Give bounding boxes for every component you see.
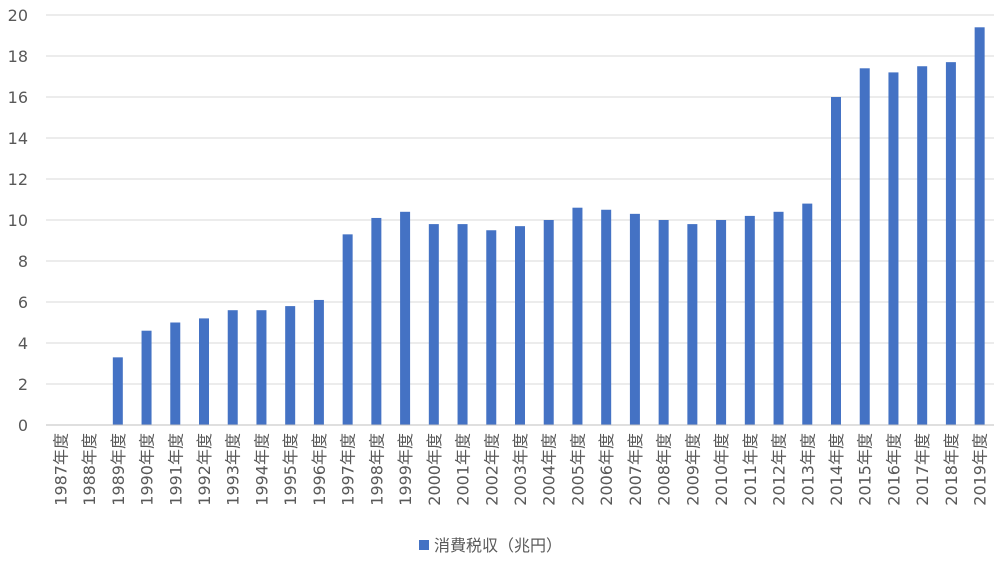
x-tick-label: 2012年度 <box>770 433 789 506</box>
bars <box>112 27 985 426</box>
bar <box>601 209 612 425</box>
x-tick-label: 2010年度 <box>712 433 731 506</box>
x-tick-label: 2005年度 <box>568 433 587 506</box>
bar <box>285 306 296 425</box>
x-tick-label: 2007年度 <box>626 433 645 506</box>
bar <box>744 215 755 425</box>
bar <box>141 330 152 425</box>
x-tick-label: 2000年度 <box>425 433 444 506</box>
bar <box>199 318 209 425</box>
x-tick-label: 2001年度 <box>454 433 473 506</box>
x-tick-label: 2008年度 <box>655 433 674 506</box>
bar <box>486 230 497 425</box>
x-tick-label: 1987年度 <box>51 433 70 506</box>
bar <box>888 72 899 426</box>
y-tick-label: 6 <box>18 293 28 312</box>
bar <box>342 234 353 425</box>
x-tick-label: 2018年度 <box>942 433 961 506</box>
y-tick-label: 18 <box>8 47 28 66</box>
bar <box>400 211 411 425</box>
bar <box>572 207 583 425</box>
legend-swatch <box>419 540 429 550</box>
y-tick-label: 0 <box>18 416 28 435</box>
x-tick-label: 2013年度 <box>798 433 817 506</box>
legend: 消費税収（兆円） <box>419 536 562 555</box>
bar <box>917 66 928 425</box>
y-tick-labels: 0 2 4 6 8 10 12 14 16 18 20 <box>8 6 28 435</box>
x-tick-label: 1996年度 <box>310 433 329 506</box>
x-tick-label: 1995年度 <box>281 433 300 506</box>
bar <box>170 322 181 425</box>
x-tick-label: 1991年度 <box>166 433 185 506</box>
bar <box>112 357 123 425</box>
x-tick-label: 2015年度 <box>856 433 875 506</box>
bar <box>945 62 956 426</box>
y-tick-label: 14 <box>8 129 28 148</box>
x-tick-label: 2009年度 <box>683 433 702 506</box>
y-tick-label: 2 <box>18 375 28 394</box>
x-tick-label: 1993年度 <box>224 433 243 506</box>
bar <box>716 220 727 425</box>
bar <box>687 224 698 425</box>
y-tick-label: 20 <box>8 6 28 25</box>
bar <box>802 203 813 425</box>
bar <box>457 224 468 425</box>
bar <box>313 299 324 425</box>
bar <box>543 220 554 425</box>
bar <box>629 213 640 425</box>
x-tick-label: 2019年度 <box>971 433 990 506</box>
bar <box>974 27 985 426</box>
legend-label: 消費税収（兆円） <box>434 536 562 555</box>
x-tick-label: 2014年度 <box>827 433 846 506</box>
y-tick-label: 16 <box>8 88 28 107</box>
x-tick-labels: 1987年度 1988年度 1989年度 1990年度 1991年度 1992年度 1993… <box>51 433 989 506</box>
bar <box>227 310 238 425</box>
x-tick-label: 2003年度 <box>511 433 530 506</box>
bar <box>371 217 382 425</box>
bar <box>859 68 870 426</box>
x-tick-label: 2011年度 <box>741 433 760 506</box>
bar <box>515 226 525 425</box>
y-tick-label: 10 <box>8 211 28 230</box>
bar <box>773 211 784 425</box>
bar <box>428 224 439 425</box>
x-tick-label: 1990年度 <box>138 433 157 506</box>
x-tick-label: 2017年度 <box>913 433 932 506</box>
x-tick-label: 2016年度 <box>884 433 903 506</box>
x-tick-label: 2004年度 <box>540 433 559 506</box>
bar <box>831 97 841 425</box>
bar <box>256 310 267 425</box>
bar <box>658 220 669 425</box>
x-tick-label: 1992年度 <box>195 433 214 506</box>
y-tick-label: 4 <box>18 334 28 353</box>
y-tick-label: 8 <box>18 252 28 271</box>
x-tick-label: 1989年度 <box>109 433 128 506</box>
y-tick-label: 12 <box>8 170 28 189</box>
x-tick-label: 2002年度 <box>482 433 501 506</box>
x-tick-label: 1988年度 <box>80 433 99 506</box>
x-tick-label: 1999年度 <box>396 433 415 506</box>
x-tick-label: 1998年度 <box>367 433 386 506</box>
x-tick-label: 1997年度 <box>339 433 358 506</box>
x-tick-label: 1994年度 <box>252 433 271 506</box>
x-tick-label: 2006年度 <box>597 433 616 506</box>
